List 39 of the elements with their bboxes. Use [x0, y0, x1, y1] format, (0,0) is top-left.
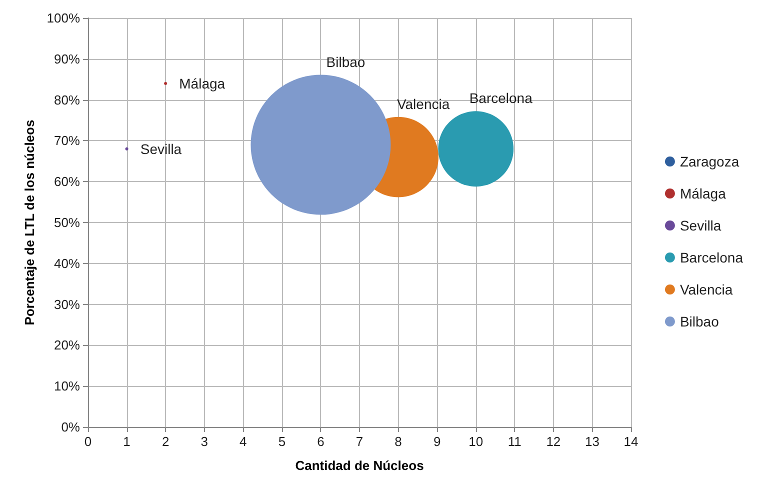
y-tick-label: 60% — [54, 174, 80, 190]
y-tick-label: 70% — [54, 133, 80, 148]
y-tick-label: 80% — [54, 92, 80, 108]
y-tick-label: 30% — [54, 296, 80, 312]
legend-label: Sevilla — [680, 218, 722, 234]
x-tick-label: 5 — [278, 434, 286, 449]
x-tick-label: 0 — [84, 434, 92, 449]
y-axis-title: Porcentaje de LTL de los núcleos — [22, 120, 37, 326]
text: Barcelona — [469, 90, 532, 106]
x-tick-label: 2 — [162, 434, 170, 449]
x-tick-label: 4 — [240, 434, 247, 449]
y-tick-label: 90% — [54, 51, 80, 66]
x-tick-label: 7 — [356, 434, 364, 449]
x-tick-label: 14 — [624, 434, 638, 449]
x-tick-label: 3 — [200, 434, 208, 449]
x-tick-label: 9 — [433, 434, 441, 449]
legend-label: Bilbao — [680, 314, 720, 330]
legend-label: Barcelona — [680, 250, 744, 266]
x-axis-title: Cantidad de Núcleos — [295, 458, 424, 473]
y-tick-label: 20% — [54, 338, 80, 353]
legend-label: Zaragoza — [680, 154, 740, 170]
y-tick-label: 10% — [54, 378, 80, 394]
x-tick-label: 12 — [546, 434, 561, 449]
text: Bilbao — [326, 54, 366, 70]
x-tick-label: 1 — [123, 434, 130, 449]
y-tick-label: 100% — [46, 10, 80, 26]
text: Sevilla — [140, 140, 182, 157]
legend-label: Málaga — [680, 186, 726, 202]
y-tick-label: 50% — [54, 215, 80, 230]
x-tick-label: 6 — [317, 434, 324, 449]
legend-label: Valencia — [680, 282, 733, 298]
text: Málaga — [179, 75, 226, 92]
x-tick-label: 8 — [394, 434, 402, 449]
text: Valencia — [396, 96, 450, 112]
x-tick-label: 10 — [468, 434, 484, 449]
x-tick-label: 11 — [508, 434, 522, 449]
x-tick-label: 13 — [584, 434, 600, 449]
y-tick-label: 0% — [61, 420, 80, 434]
y-tick-label: 40% — [54, 256, 80, 271]
